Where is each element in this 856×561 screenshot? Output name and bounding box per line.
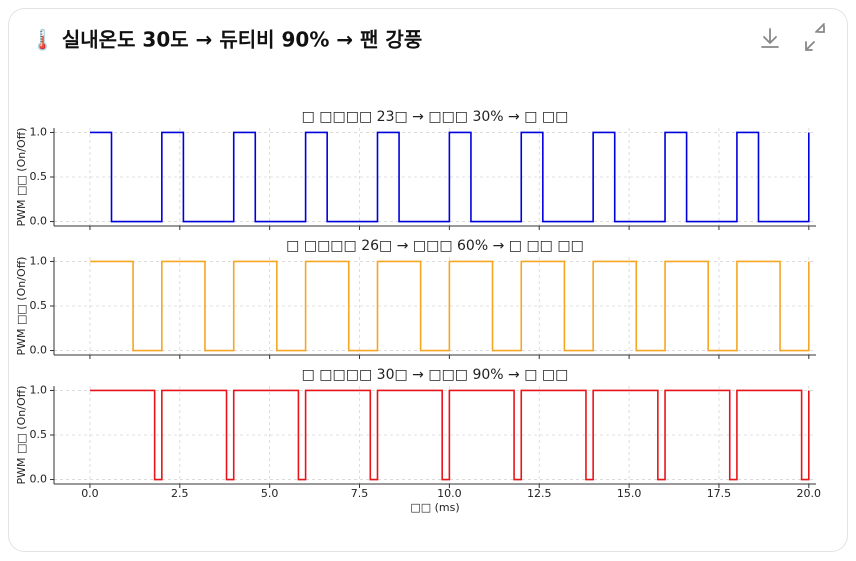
pwm-line	[89, 131, 810, 223]
x-tick-label: 12.5	[527, 487, 552, 500]
y-tick-label: 1.0	[30, 383, 48, 396]
y-tick-label: 0.5	[30, 428, 48, 441]
x-tick-label: 7.5	[351, 487, 369, 500]
y-axis-label: PWM □□ (On/Off)	[15, 257, 28, 356]
y-tick-label: 1.0	[30, 254, 48, 267]
x-tick-label: 0.0	[81, 487, 99, 500]
y-tick-label: 0.0	[30, 344, 48, 357]
y-tick-label: 1.0	[30, 125, 48, 138]
x-tick-label: 10.0	[437, 487, 462, 500]
subplot-title: □ □□□□ 30□ → □□□ 90% → □ □□	[302, 367, 569, 383]
x-axis-label: □□ (ms)	[410, 501, 459, 514]
x-tick-label: 20.0	[797, 487, 822, 500]
card-title: 🌡️ 실내온도 30도 → 듀티비 90% → 팬 강풍	[30, 28, 422, 52]
expand-button[interactable]	[805, 23, 825, 51]
x-tick-label: 2.5	[171, 487, 189, 500]
y-axis-label: PWM □□ (On/Off)	[15, 128, 28, 227]
pwm-line	[89, 389, 810, 481]
card-frame	[8, 8, 848, 552]
pwm-line	[89, 260, 810, 352]
x-tick-label: 15.0	[617, 487, 642, 500]
y-tick-label: 0.5	[30, 299, 48, 312]
y-tick-label: 0.5	[30, 170, 48, 183]
x-tick-label: 5.0	[261, 487, 279, 500]
y-axis-label: PWM □□ (On/Off)	[15, 386, 28, 485]
y-tick-label: 0.0	[30, 473, 48, 486]
download-button[interactable]	[761, 28, 779, 48]
subplot-title: □ □□□□ 26□ → □□□ 60% → □ □□ □□	[286, 238, 584, 254]
y-tick-label: 0.0	[30, 215, 48, 228]
subplot-title: □ □□□□ 23□ → □□□ 30% → □ □□	[302, 109, 569, 125]
x-tick-label: 17.5	[707, 487, 732, 500]
